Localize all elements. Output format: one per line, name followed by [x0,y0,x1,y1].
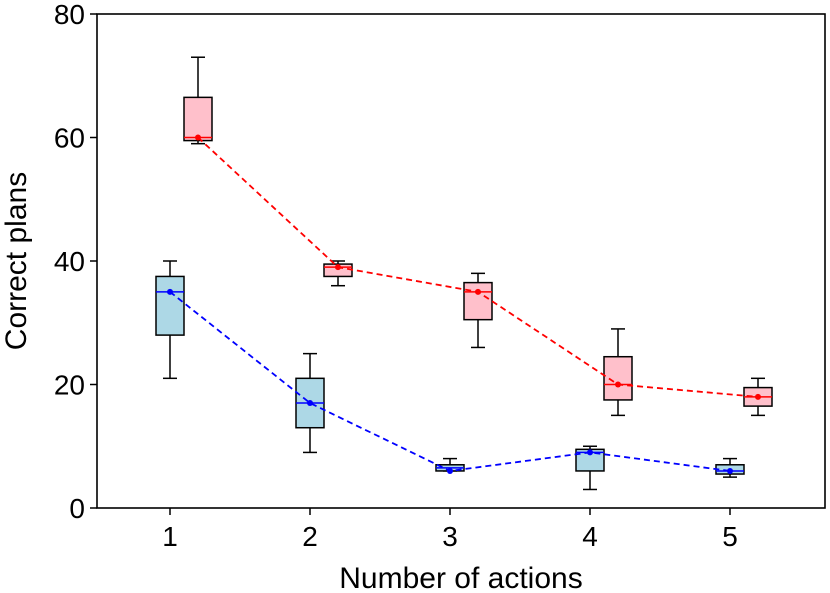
box-iqr [575,448,605,472]
y-axis-label: Correct plans [0,172,33,350]
box-blue-5 [715,457,745,478]
x-tick-label: 1 [162,521,178,552]
mean-line-blue [169,291,731,472]
box-blue-4 [575,445,605,491]
box-red-1 [183,56,213,145]
y-tick-label: 0 [69,493,85,524]
x-axis: 1 2 3 4 5 [162,508,738,552]
mean-point [167,288,173,295]
mean-point [307,400,313,407]
box-red-3 [463,272,493,349]
box-red-2 [323,260,353,287]
box-iqr [183,96,213,142]
mean-point [755,393,761,400]
mean-point [335,264,341,271]
y-tick-label: 60 [54,123,85,154]
y-tick-label: 80 [54,0,85,30]
box-iqr [155,275,185,336]
box-iqr [603,355,633,401]
mean-point [615,381,621,388]
mean-lines [167,134,761,474]
x-axis-label: Number of actions [339,562,582,593]
mean-point [447,467,453,474]
x-tick-label: 2 [302,521,318,552]
mean-point [475,288,481,295]
mean-point [587,449,593,456]
plot-area [96,13,826,509]
x-tick-label: 4 [582,521,598,552]
x-tick-label: 5 [722,521,738,552]
y-tick-label: 40 [54,246,85,277]
mean-line-red [197,136,759,398]
box-blue-1 [155,260,185,380]
mean-point [195,134,201,141]
box-red-4 [603,328,633,417]
box-group [155,56,773,491]
box-iqr [463,281,493,321]
mean-point [727,467,733,474]
x-tick-label: 3 [442,521,458,552]
y-tick-label: 20 [54,370,85,401]
y-axis: 0 20 40 60 80 [54,0,97,524]
